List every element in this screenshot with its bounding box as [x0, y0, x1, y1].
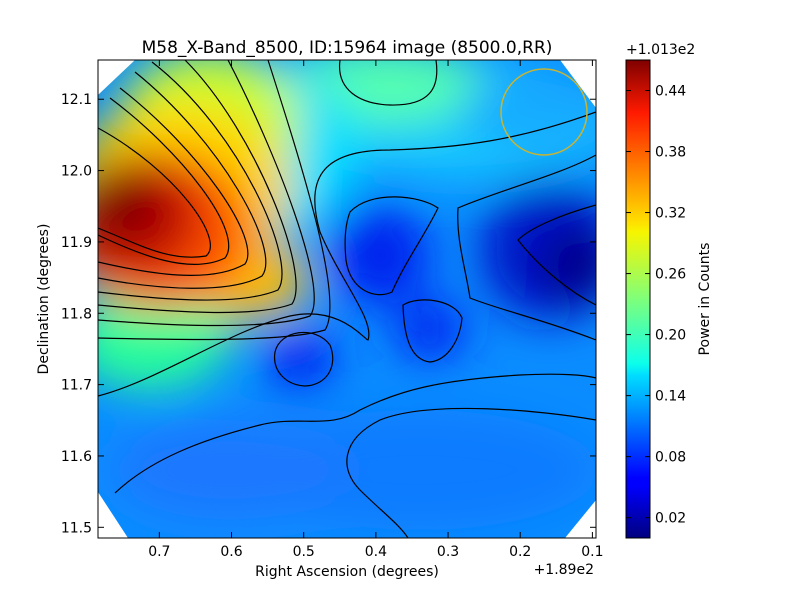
y-tick-label: 11.5 [61, 520, 92, 536]
colorbar-tick-label: 0.38 [655, 145, 686, 161]
x-tick-label: 0.3 [437, 544, 459, 560]
heatmap-image [98, 60, 596, 538]
contour-line [98, 60, 331, 341]
contour-line [98, 61, 283, 301]
contour-line [98, 127, 211, 258]
colorbar-tick-label: 0.26 [655, 267, 686, 283]
plot-frame [97, 59, 597, 539]
y-tick-label: 12.0 [61, 164, 92, 180]
y-axis-label: Declination (degrees) [36, 224, 52, 375]
y-axis: 12.1 12.0 11.9 11.8 11.7 11.6 11.5 [61, 92, 596, 536]
contour-line [98, 71, 267, 289]
y-tick-label: 11.9 [61, 235, 92, 251]
x-tick-label: 0.6 [220, 544, 242, 560]
colorbar-offset-label: +1.013e2 [626, 42, 695, 58]
colorbar [625, 59, 651, 539]
x-offset-label: +1.89e2 [534, 562, 594, 578]
contour-line [517, 204, 596, 306]
x-axis: 0.7 0.6 0.5 0.4 0.3 0.2 0.1 [148, 60, 604, 560]
contour-line [457, 154, 596, 341]
contour-line [274, 331, 334, 387]
contour-line [98, 111, 596, 397]
contour-line [402, 299, 463, 363]
colorbar-tick-label: 0.20 [655, 328, 686, 344]
contour-line [344, 196, 439, 296]
x-axis-label: Right Ascension (degrees) [255, 564, 439, 580]
y-tick-label: 11.6 [61, 449, 92, 465]
contour-line [98, 87, 249, 276]
colorbar-tick-label: 0.32 [655, 206, 686, 222]
colorbar-label: Power in Counts [697, 243, 713, 356]
contour-line [98, 60, 297, 314]
x-tick-label: 0.5 [293, 544, 315, 560]
x-tick-label: 0.7 [148, 544, 170, 560]
y-tick-label: 11.7 [61, 378, 92, 394]
contour-line [339, 60, 438, 106]
contour-line [98, 97, 230, 265]
beam-circle [500, 68, 588, 156]
y-tick-label: 12.1 [61, 92, 92, 108]
x-tick-label: 0.1 [581, 544, 603, 560]
colorbar-tick-label: 0.08 [655, 450, 686, 466]
chart-title: M58_X-Band_8500, ID:15964 image (8500.0,… [142, 38, 553, 58]
x-tick-label: 0.2 [509, 544, 531, 560]
colorbar-tick-label: 0.14 [655, 389, 686, 405]
colorbar-ticks: 0.44 0.38 0.32 0.26 0.20 0.14 0.08 0.02 [626, 84, 686, 527]
x-tick-label: 0.4 [365, 544, 387, 560]
contour-line [346, 407, 596, 538]
colorbar-tick-label: 0.44 [655, 84, 686, 100]
contour-line [114, 373, 596, 494]
contour-lines [98, 60, 596, 538]
y-tick-label: 11.8 [61, 306, 92, 322]
colorbar-tick-label: 0.02 [655, 511, 686, 527]
contour-line [98, 60, 315, 327]
